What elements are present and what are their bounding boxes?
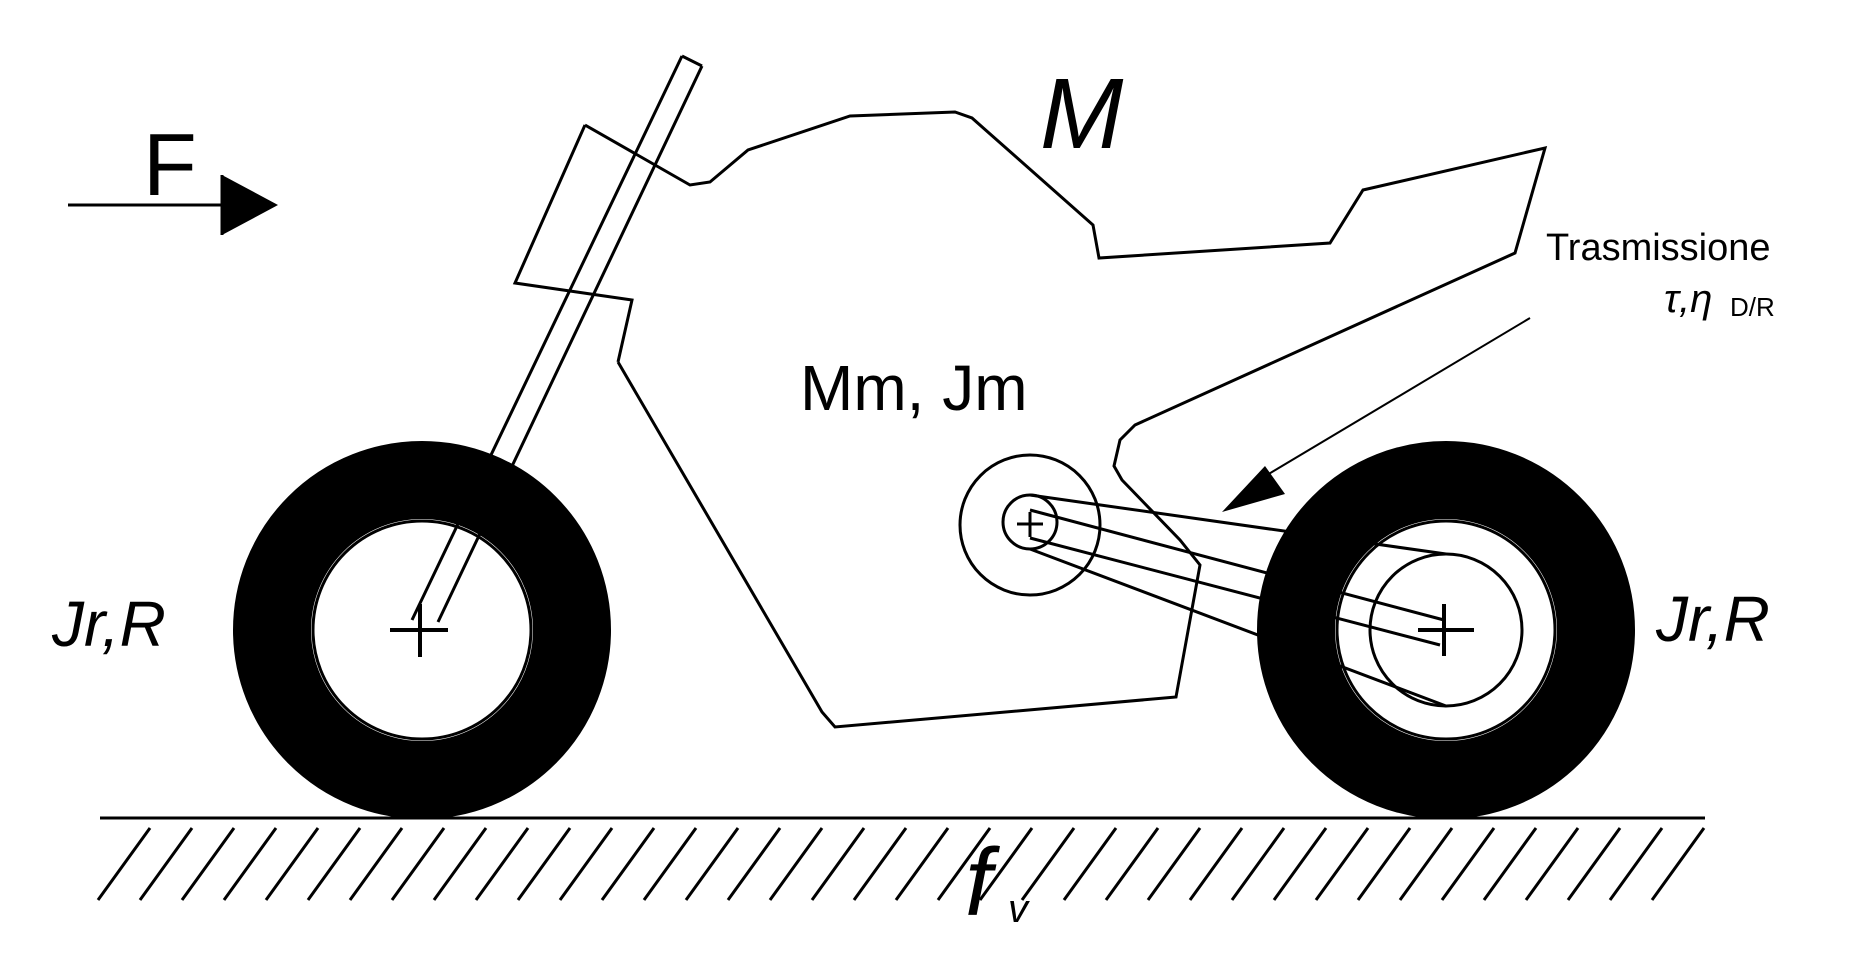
hatch-line — [894, 827, 950, 901]
force-arrow — [68, 175, 278, 235]
transmission-chain — [1029, 493, 1447, 708]
hatch-line — [1062, 827, 1118, 901]
hatch-line — [432, 827, 488, 901]
front-tire — [233, 441, 611, 819]
fork-top-cap — [681, 54, 703, 68]
front-wheel-label: Jr,R — [51, 588, 166, 660]
hatch-line — [642, 827, 698, 901]
hatch-line — [516, 827, 572, 901]
rear-tire — [1257, 441, 1635, 819]
hatch-line — [1566, 827, 1622, 901]
hatch-line — [600, 827, 656, 901]
hatch-line — [726, 827, 782, 901]
ground — [96, 816, 1706, 901]
chain-bottom — [1029, 547, 1447, 708]
motor-casing — [958, 453, 1102, 597]
hatch-line — [1272, 827, 1328, 901]
headstock-plate — [512, 124, 634, 363]
hatch-line — [96, 827, 152, 901]
hatch-line — [1398, 827, 1454, 901]
hatch-line — [852, 827, 908, 901]
force-arrowhead — [222, 175, 278, 235]
rear-rim — [1335, 519, 1557, 741]
hatch-line — [348, 827, 404, 901]
hatch-line — [936, 827, 992, 901]
transmission-title: Trasmissione — [1546, 227, 1771, 269]
ground-hatching — [96, 827, 1706, 901]
hatch-line — [306, 827, 362, 901]
hatch-line — [1104, 827, 1160, 901]
hatch-line — [264, 827, 320, 901]
mass-label: M — [1040, 58, 1124, 170]
hatch-line — [1356, 827, 1412, 901]
hatch-line — [1314, 827, 1370, 901]
rear-wheel — [1257, 441, 1635, 819]
front-wheel — [233, 441, 611, 819]
transmission-params: τ,η — [1664, 277, 1712, 321]
hatch-line — [138, 827, 194, 901]
pointer-arrowhead — [1222, 466, 1285, 512]
hatch-line — [1188, 827, 1244, 901]
hatch-line — [1020, 827, 1076, 901]
transmission-subscript: D/R — [1730, 292, 1775, 322]
swingarm-bottom — [1029, 536, 1441, 647]
hatch-line — [1608, 827, 1664, 901]
swingarm-top — [1029, 508, 1445, 622]
transmission-pointer — [1222, 317, 1531, 512]
hatch-line — [1650, 827, 1706, 901]
fork-tube-left — [410, 55, 684, 621]
pointer-line — [1261, 317, 1531, 479]
hatch-line — [1230, 827, 1286, 901]
force-label: F — [143, 115, 197, 214]
hatch-line — [474, 827, 530, 901]
motor — [958, 453, 1102, 597]
front-fork — [410, 54, 704, 623]
hatch-line — [558, 827, 614, 901]
motor-label: Mm, Jm — [800, 352, 1028, 424]
fork-tube-right — [436, 65, 704, 623]
hatch-line — [810, 827, 866, 901]
friction-label: f — [965, 829, 1000, 936]
hatch-line — [222, 827, 278, 901]
chain-top — [1029, 493, 1447, 556]
hatch-line — [768, 827, 824, 901]
hatch-line — [684, 827, 740, 901]
hatch-line — [978, 827, 1034, 901]
hatch-line — [1524, 827, 1580, 901]
hatch-line — [1146, 827, 1202, 901]
front-rim — [311, 519, 533, 741]
friction-subscript: v — [1008, 887, 1030, 931]
hatch-line — [1440, 827, 1496, 901]
hatch-line — [180, 827, 236, 901]
hatch-line — [1482, 827, 1538, 901]
hatch-line — [390, 827, 446, 901]
rear-wheel-label: Jr,R — [1655, 583, 1770, 655]
